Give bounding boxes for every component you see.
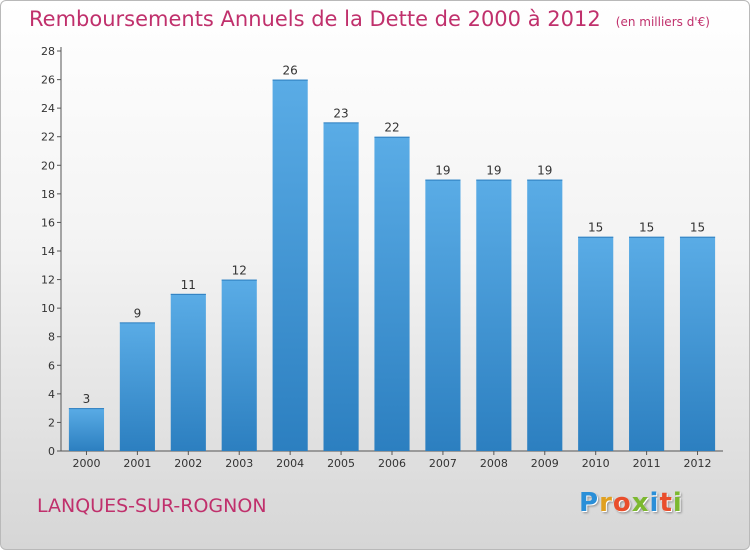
logo-letter: r (599, 488, 613, 518)
y-tick-label: 26 (41, 74, 55, 87)
data-label-2000: 3 (83, 392, 91, 406)
x-tick-label-2006: 2006 (378, 457, 406, 470)
data-label-2001: 9 (134, 306, 142, 320)
data-label-2006: 22 (384, 121, 399, 135)
x-tick-label-2003: 2003 (225, 457, 253, 470)
bar-2012 (679, 236, 716, 451)
x-tick-label-2010: 2010 (582, 457, 610, 470)
bar-2006 (374, 136, 410, 451)
bar-2009 (527, 179, 563, 452)
bar-2001 (119, 322, 155, 451)
y-tick-label: 6 (48, 359, 55, 372)
y-tick-label: 18 (41, 188, 55, 201)
chart-unit-note: (en milliers d'€) (615, 15, 710, 29)
logo-letter: x (631, 488, 650, 518)
x-tick-label-2004: 2004 (276, 457, 304, 470)
x-tick-label-2011: 2011 (633, 457, 661, 470)
data-label-2007: 19 (435, 164, 450, 178)
data-label-2005: 23 (333, 106, 348, 120)
logo-letter: i (672, 488, 683, 518)
logo-letter: o (612, 488, 632, 518)
y-tick-label: 16 (41, 216, 55, 229)
y-tick-label: 22 (41, 131, 55, 144)
data-label-2012: 15 (690, 221, 705, 235)
y-tick-label: 14 (41, 245, 55, 258)
y-tick-label: 24 (41, 102, 55, 115)
commune-name: LANQUES-SUR-ROGNON (37, 495, 267, 517)
y-tick-label: 20 (41, 159, 55, 172)
bar-2004 (272, 79, 308, 452)
logo-letter: t (659, 488, 673, 518)
y-tick-label: 4 (48, 388, 55, 401)
data-label-2009: 19 (537, 164, 552, 178)
data-label-2010: 15 (588, 221, 603, 235)
x-tick-label-2001: 2001 (123, 457, 151, 470)
x-tick-label-2008: 2008 (480, 457, 508, 470)
data-label-2003: 12 (232, 264, 247, 278)
bar-2003 (221, 279, 257, 451)
y-tick-label: 2 (48, 416, 55, 429)
logo-letter: P (579, 488, 600, 518)
chart-title: Remboursements Annuels de la Dette de 20… (29, 7, 601, 31)
x-tick-label-2012: 2012 (684, 457, 712, 470)
x-tick-label-2007: 2007 (429, 457, 457, 470)
x-tick-label-2000: 2000 (72, 457, 100, 470)
proxiti-logo: Proxiti (579, 488, 683, 518)
title-row: Remboursements Annuels de la Dette de 20… (29, 7, 710, 31)
y-tick-label: 0 (48, 445, 55, 458)
x-tick-label-2002: 2002 (174, 457, 202, 470)
bar-2011 (629, 236, 665, 451)
data-label-2004: 26 (283, 64, 298, 78)
logo-letter: i (649, 488, 660, 518)
bar-2008 (476, 179, 512, 452)
bar-2010 (578, 236, 614, 451)
y-tick-label: 10 (41, 302, 55, 315)
y-tick-label: 12 (41, 274, 55, 287)
data-label-2011: 15 (639, 221, 654, 235)
bar-2002 (170, 293, 206, 451)
bar-2007 (425, 179, 461, 452)
y-tick-label: 8 (48, 331, 55, 344)
bar-2005 (323, 122, 359, 451)
data-label-2008: 19 (486, 164, 501, 178)
x-tick-label-2005: 2005 (327, 457, 355, 470)
x-tick-label-2009: 2009 (531, 457, 559, 470)
data-label-2002: 11 (181, 278, 196, 292)
bar-2000 (68, 408, 105, 451)
y-tick-label: 28 (41, 45, 55, 58)
